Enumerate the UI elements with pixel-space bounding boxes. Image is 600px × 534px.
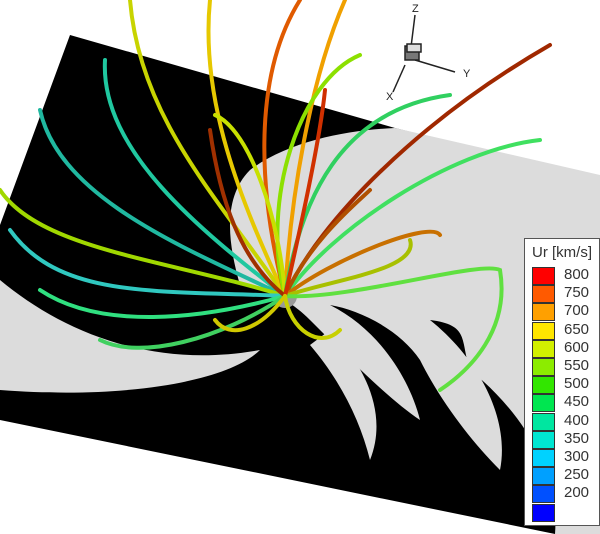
slice-plane-light-region: [230, 128, 600, 534]
field-line: [283, 229, 442, 298]
legend-tick-label: 200: [564, 484, 590, 502]
legend-swatch: [532, 339, 555, 358]
legend-swatch: [532, 376, 555, 395]
legend-swatch: [532, 412, 555, 431]
legend-tick-label: 400: [564, 411, 590, 429]
legend-tick-label: 550: [564, 357, 590, 374]
field-line: [98, 294, 287, 350]
field-line: [283, 0, 347, 298]
field-line: [0, 188, 287, 298]
field-line: [283, 266, 504, 392]
field-line: [283, 188, 372, 298]
slice-plane-light-band: [310, 330, 377, 460]
color-legend: Ur [km/s] 800 750 700 650 600 550 500 450 400 350…: [524, 238, 600, 526]
legend-tick-label: 450: [564, 393, 590, 411]
field-line: [283, 294, 342, 340]
axis-x-label: X: [386, 91, 394, 103]
field-line: [283, 138, 542, 298]
legend-swatch: [532, 285, 555, 304]
field-line: [275, 53, 362, 298]
legend-swatch: [532, 449, 555, 467]
slice-plane-light-band: [0, 280, 260, 393]
axis-z-label: Z: [412, 3, 419, 15]
legend-swatch: [532, 467, 555, 486]
legend-swatch: [532, 394, 555, 413]
field-line: [213, 113, 287, 298]
field-line: [206, 0, 287, 298]
field-line: [262, 0, 302, 298]
field-line: [8, 228, 287, 298]
legend-swatch: [532, 267, 555, 285]
field-line: [283, 88, 327, 298]
legend-tick-label: 800: [564, 266, 590, 283]
legend-swatch: [532, 503, 555, 522]
axes-triad: [392, 14, 456, 93]
legend-swatch: [532, 303, 555, 322]
field-line: [38, 108, 287, 298]
field-line: [128, 0, 287, 298]
legend-swatch: [532, 321, 555, 340]
axis-y-label: Y: [463, 68, 471, 80]
legend-tick-label: 600: [564, 338, 590, 356]
legend-swatch: [532, 485, 555, 504]
legend-tick-label: 250: [564, 466, 590, 484]
field-line: [283, 238, 413, 298]
field-line: [208, 128, 287, 298]
legend-tick-label: 750: [564, 284, 590, 302]
legend-tick-label: 300: [564, 448, 590, 465]
legend-title: Ur [km/s]: [532, 244, 592, 261]
legend-tick-label: 500: [564, 375, 590, 393]
legend-swatch: [532, 430, 555, 449]
field-line: [102, 58, 287, 298]
field-line: [38, 288, 287, 320]
legend-tick-label: 700: [564, 302, 590, 320]
legend-tick-label: 650: [564, 320, 590, 338]
field-line: [213, 294, 287, 333]
legend-tick-label: 350: [564, 429, 590, 447]
legend-swatch: [532, 358, 555, 376]
